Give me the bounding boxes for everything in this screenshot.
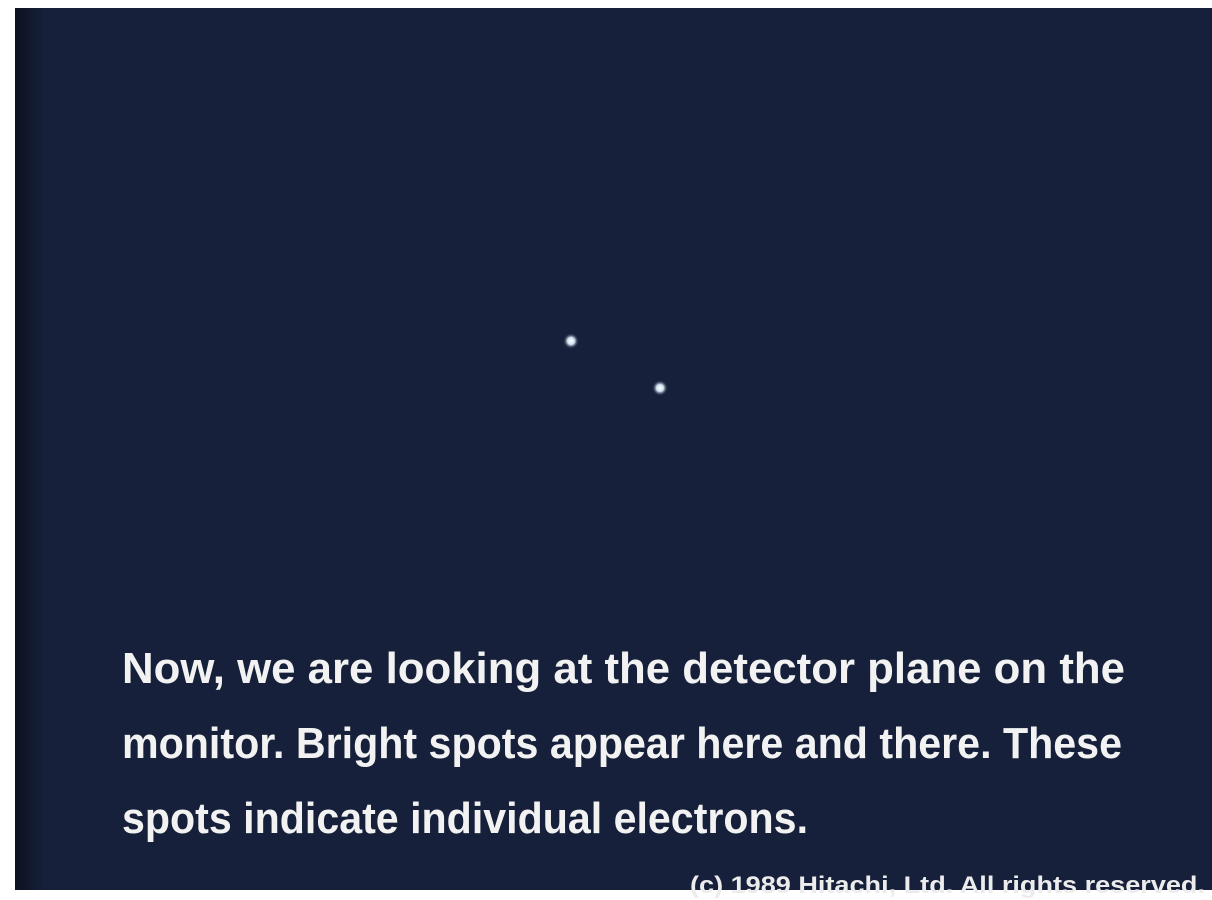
electron-spot <box>652 380 668 396</box>
page: Now, we are looking at the detector plan… <box>0 0 1212 900</box>
electron-spot <box>563 333 579 349</box>
caption-line: monitor. Bright spots appear here and th… <box>122 719 1122 768</box>
copyright: (c) 1989 Hitachi, Ltd. All rights reserv… <box>690 872 1205 899</box>
video-frame: Now, we are looking at the detector plan… <box>0 0 1212 900</box>
screen-edge <box>15 8 45 890</box>
caption-line: spots indicate individual electrons. <box>122 794 808 843</box>
caption-line: Now, we are looking at the detector plan… <box>122 644 1125 693</box>
